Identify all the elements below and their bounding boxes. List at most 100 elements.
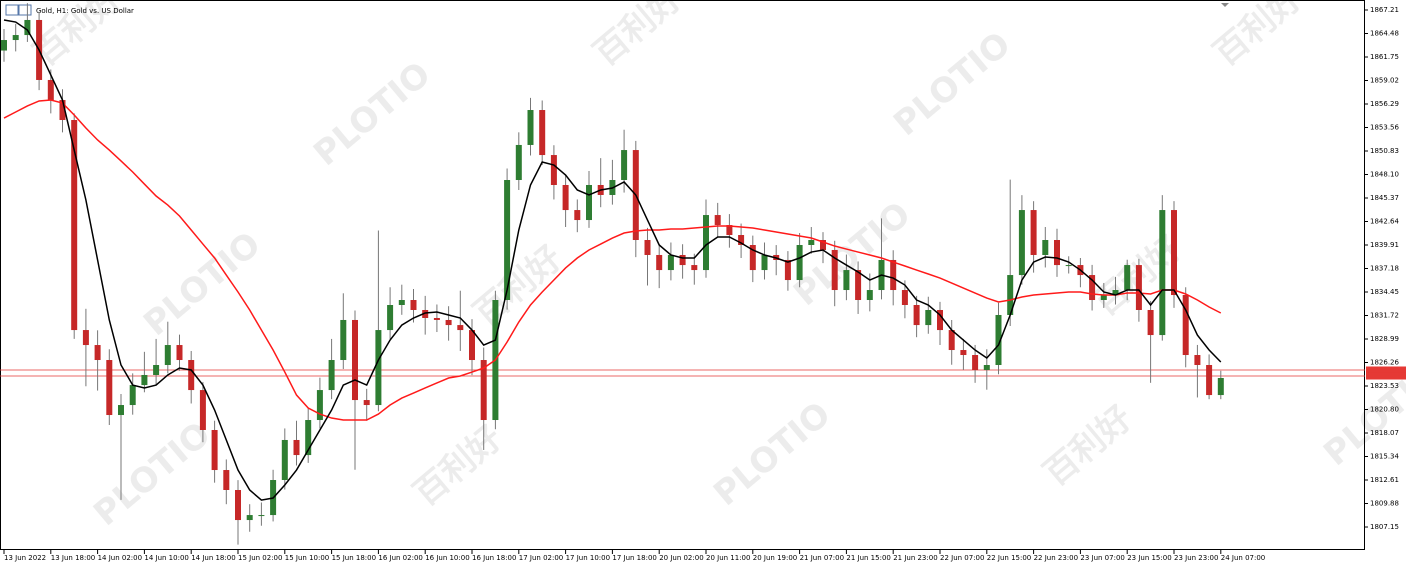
candle-body — [738, 235, 745, 245]
candle-body — [82, 330, 89, 346]
y-tick-label: 1807.15 — [1370, 523, 1399, 531]
candle-body — [1065, 265, 1072, 267]
candle-body — [235, 489, 241, 521]
candle-body — [59, 100, 66, 121]
candle-body — [855, 270, 862, 301]
candle-body — [1112, 290, 1119, 296]
candle-body — [398, 300, 405, 306]
shift-marker — [1221, 3, 1229, 7]
candle-body — [890, 259, 897, 291]
candle-body — [656, 254, 663, 271]
y-tick-label: 1853.56 — [1370, 123, 1399, 131]
candle-body — [340, 319, 347, 361]
candle-body — [644, 240, 651, 255]
candle-body — [808, 240, 815, 245]
candle-body — [925, 309, 932, 326]
candle-body — [387, 305, 394, 331]
chart-icon — [5, 4, 19, 16]
candle-body — [363, 400, 370, 406]
candle-body — [106, 360, 113, 416]
candle-body — [714, 215, 721, 226]
candle-body — [94, 345, 101, 361]
candle-body — [960, 350, 967, 356]
candle-body — [445, 319, 452, 326]
y-tick-label: 1809.88 — [1370, 500, 1399, 508]
candle-body — [1042, 240, 1049, 255]
x-tick-label: 17 Jun 18:00 — [612, 554, 656, 562]
candle-body — [352, 319, 358, 401]
candle-body — [457, 325, 464, 331]
candle-body — [913, 305, 920, 326]
y-tick-label: 1823.53 — [1370, 382, 1399, 390]
x-tick-label: 21 Jun 07:00 — [800, 554, 844, 562]
y-tick-label: 1818.07 — [1370, 429, 1399, 437]
y-tick-label: 1839.91 — [1370, 241, 1399, 249]
x-tick-label: 22 Jun 23:00 — [1034, 554, 1078, 562]
candle-body — [422, 309, 429, 318]
y-tick-label: 1842.64 — [1370, 217, 1399, 225]
price-label-box — [1366, 366, 1406, 374]
candle-body — [246, 515, 253, 521]
candle-body — [24, 19, 31, 36]
candle-body — [539, 110, 546, 156]
x-tick-label: 21 Jun 23:00 — [893, 554, 937, 562]
y-tick-label: 1856.29 — [1370, 100, 1399, 108]
candle-body — [796, 244, 803, 281]
x-tick-label: 16 Jun 18:00 — [472, 554, 516, 562]
candle-body — [1030, 210, 1037, 255]
x-tick-label: 14 Jun 18:00 — [191, 554, 235, 562]
candle-body — [164, 345, 171, 366]
x-tick-label: 14 Jun 10:00 — [144, 554, 188, 562]
candle-body — [480, 360, 487, 421]
candle-body — [141, 374, 148, 386]
chart-icon — [18, 4, 32, 16]
candle-body — [375, 330, 382, 406]
y-tick-label: 1812.61 — [1370, 476, 1399, 484]
candle-body — [948, 330, 955, 351]
candle-body — [1182, 295, 1189, 356]
candle-body — [1089, 275, 1096, 301]
x-tick-label: 15 Jun 10:00 — [285, 554, 329, 562]
candle-body — [527, 110, 534, 145]
y-tick-label: 1867.21 — [1370, 6, 1399, 14]
candle-body — [621, 150, 628, 181]
candle-body — [1206, 365, 1213, 396]
candle-body — [983, 365, 990, 370]
candle-body — [937, 309, 943, 331]
candle-body — [1054, 240, 1060, 266]
candle-body — [691, 265, 698, 271]
candle-body — [562, 184, 569, 211]
y-tick-label: 1834.45 — [1370, 288, 1399, 296]
candle-body — [550, 155, 557, 185]
candle-body — [1100, 295, 1107, 301]
x-tick-label: 16 Jun 10:00 — [425, 554, 469, 562]
y-tick-label: 1850.83 — [1370, 147, 1399, 155]
candle-body — [199, 390, 206, 430]
moving-average-line — [3, 19, 1222, 501]
candle-body — [293, 439, 300, 456]
candle-body — [1194, 355, 1201, 366]
x-tick-label: 17 Jun 02:00 — [519, 554, 563, 562]
candle-body — [469, 330, 475, 361]
x-tick-label: 23 Jun 15:00 — [1127, 554, 1171, 562]
candle-body — [831, 249, 838, 291]
y-tick-label: 1861.75 — [1370, 53, 1399, 61]
x-tick-label: 17 Jun 10:00 — [566, 554, 610, 562]
candle-body — [12, 35, 19, 41]
x-tick-label: 22 Jun 15:00 — [987, 554, 1031, 562]
candle-body — [1159, 210, 1166, 336]
y-tick-label: 1837.18 — [1370, 265, 1399, 273]
candle-body — [866, 290, 873, 301]
price-label-box — [1366, 372, 1406, 380]
candle-body — [223, 470, 230, 490]
candle-body — [574, 210, 581, 221]
candle-body — [316, 390, 323, 421]
candle-body — [258, 515, 265, 517]
candle-body — [71, 120, 78, 331]
y-tick-label: 1826.26 — [1370, 359, 1399, 367]
candle-body — [211, 429, 218, 471]
candle-body — [118, 405, 124, 416]
y-tick-label: 1831.72 — [1370, 312, 1399, 320]
candle-body — [1217, 378, 1224, 396]
